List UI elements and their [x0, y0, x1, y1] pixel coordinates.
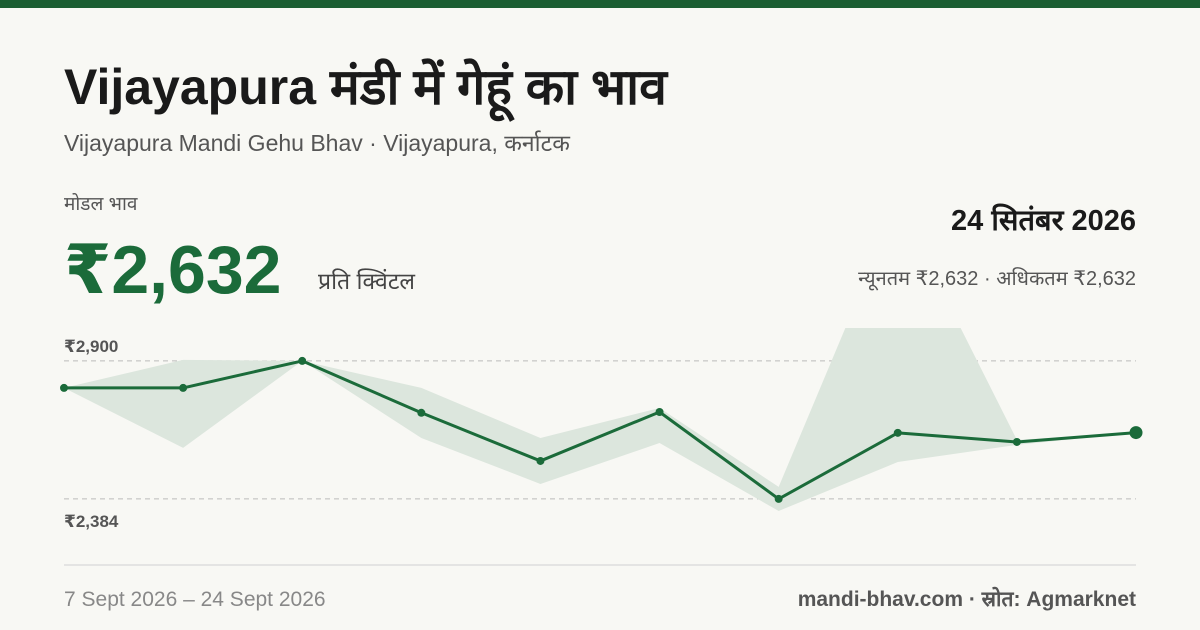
price-line: [64, 359, 1137, 501]
point: [1129, 426, 1143, 440]
y-tick-label: ₹2,900: [64, 337, 118, 356]
price-label: मोडल भाव: [64, 192, 138, 215]
y-tick-label: ₹2,384: [64, 512, 119, 531]
min-max: न्यूनतम ₹2,632 · अधिकतम ₹2,632: [858, 267, 1136, 291]
title: Vijayapura मंडी में गेहूं का भाव: [64, 58, 669, 122]
plot-area: [60, 328, 1143, 511]
top-bar: [0, 0, 1200, 8]
point: [893, 428, 902, 437]
point: [774, 494, 783, 503]
point: [60, 383, 68, 392]
point: [536, 456, 545, 465]
point: [417, 408, 426, 417]
source: mandi-bhav.com · स्रोत: Agmarknet: [798, 586, 1136, 611]
subtitle: Vijayapura Mandi Gehu Bhav · Vijayapura,…: [64, 130, 571, 156]
point: [1012, 437, 1021, 446]
date: 24 सितंबर 2026: [951, 203, 1136, 237]
price: ₹2,632: [64, 232, 281, 308]
point: [298, 356, 307, 365]
point: [179, 383, 188, 392]
unit: प्रति क्विंटल: [318, 268, 415, 294]
period: 7 Sept 2026 – 24 Sept 2026: [64, 588, 326, 611]
point: [655, 407, 664, 416]
